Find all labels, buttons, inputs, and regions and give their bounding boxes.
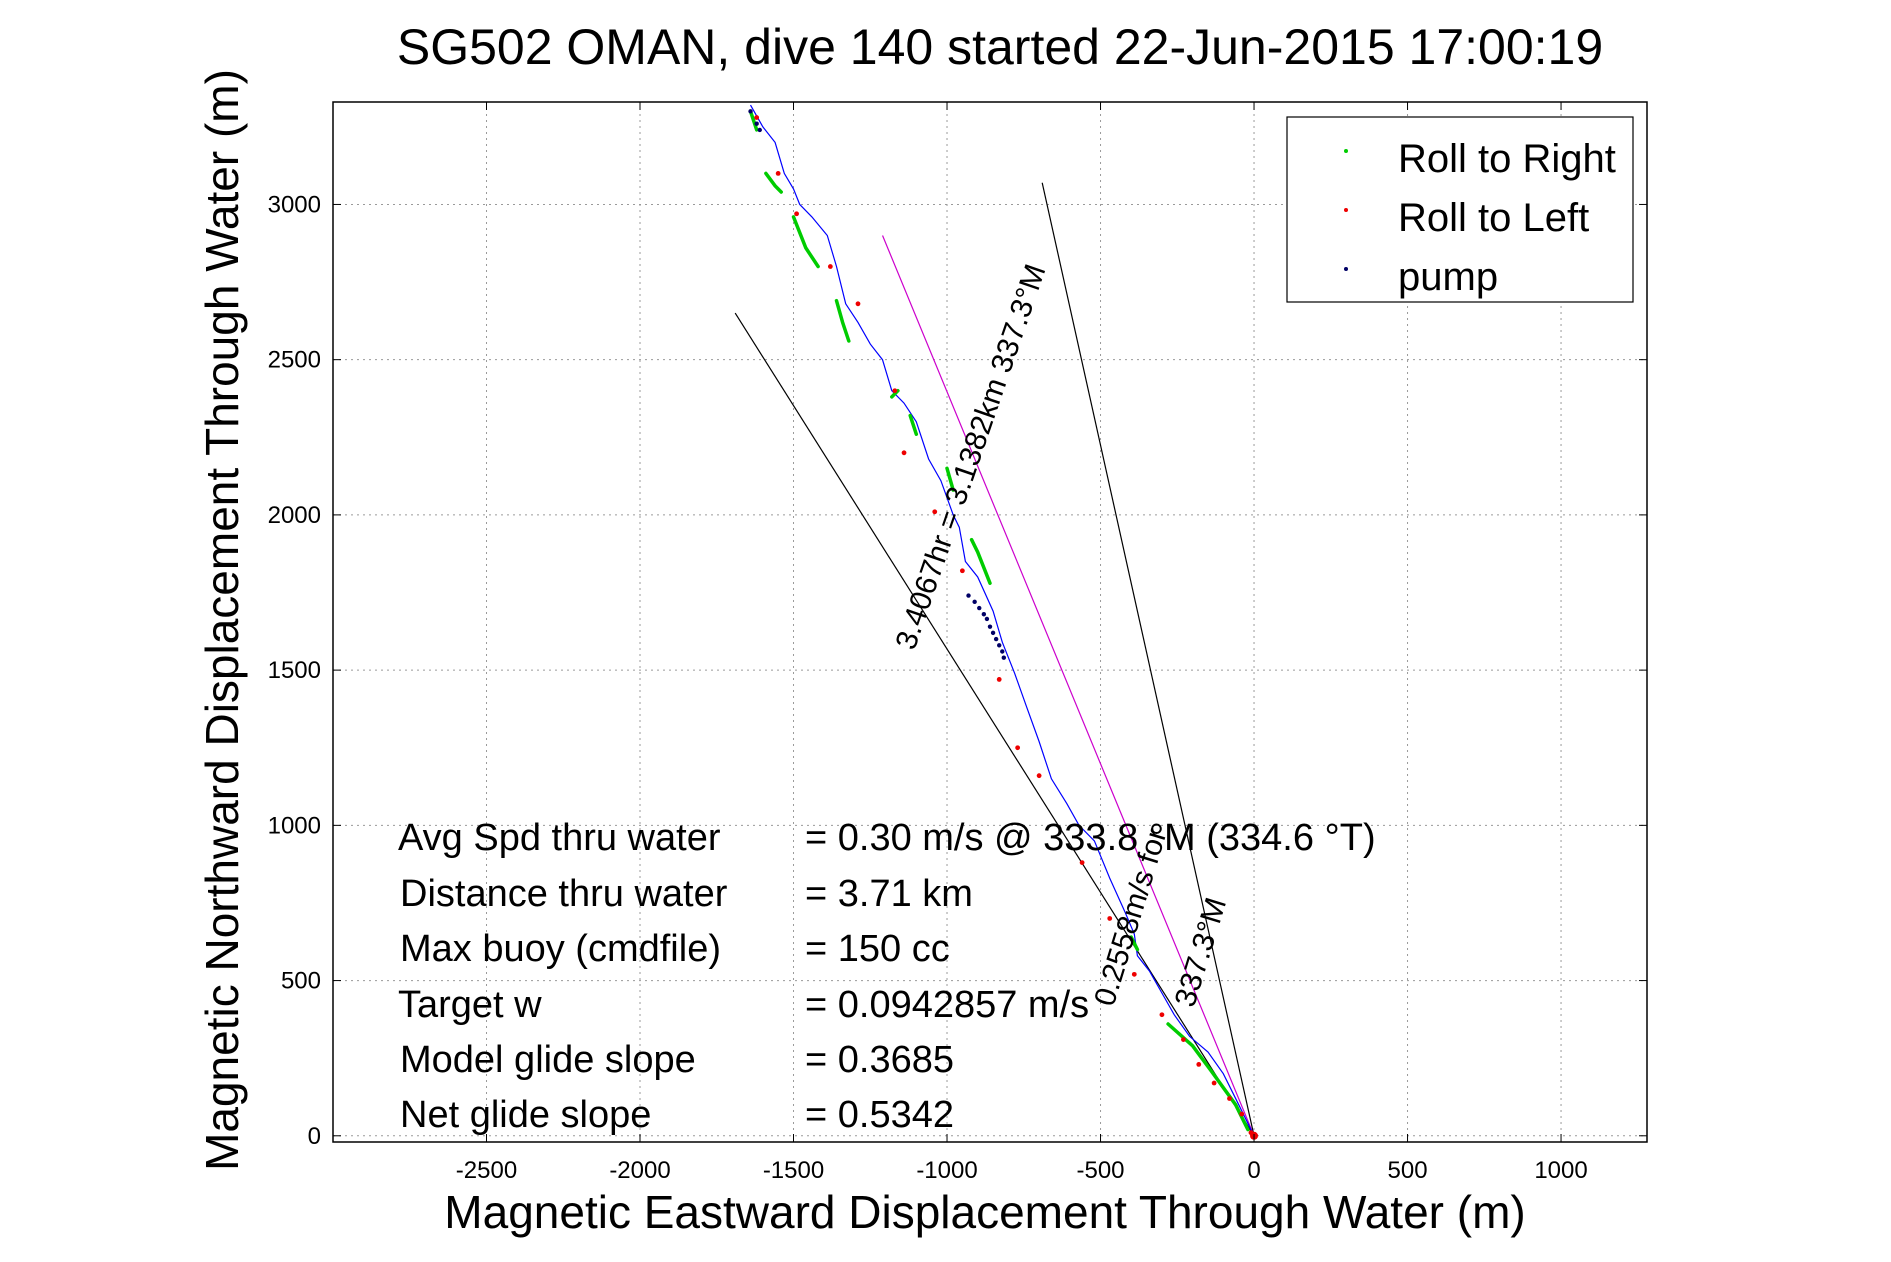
roll-left-point <box>1211 1080 1217 1086</box>
reference-line-left-bound <box>734 312 1255 1137</box>
roll-left-point <box>1196 1061 1202 1067</box>
reference-lines <box>734 182 1255 1137</box>
pump-point <box>1000 649 1005 654</box>
x-tick-label: -1000 <box>916 1157 977 1184</box>
chart-title: SG502 OMAN, dive 140 started 22-Jun-2015… <box>397 19 1603 75</box>
legend-marker-roll-right <box>1344 149 1348 153</box>
pump-point <box>972 599 977 605</box>
roll-right-segment <box>945 466 955 492</box>
legend-marker-roll-left <box>1344 208 1348 212</box>
roll-left-point <box>959 568 965 574</box>
y-tick-label: 1500 <box>268 657 321 684</box>
info-label-target-w: Target w <box>398 984 542 1026</box>
y-tick-label: 1000 <box>268 812 321 839</box>
pump-point <box>757 127 762 133</box>
pump-point <box>981 612 987 617</box>
info-value-distance: = 3.71 km <box>805 873 973 915</box>
x-tick-label: 0 <box>1247 1157 1260 1184</box>
roll-left-point <box>1036 773 1042 779</box>
info-label-net-glide: Net glide slope <box>400 1094 651 1136</box>
y-tick-label: 3000 <box>268 191 321 218</box>
roll-left-point <box>1079 860 1085 865</box>
roll-left-point <box>1015 745 1021 751</box>
roll-left-point <box>1107 916 1113 921</box>
y-tick-label: 2000 <box>268 502 321 529</box>
x-tick-label: -2000 <box>609 1157 670 1184</box>
info-value-target-w: = 0.0942857 m/s <box>805 984 1089 1026</box>
roll-right-segment <box>764 171 783 194</box>
x-tick-label: -1500 <box>763 1157 824 1184</box>
pump-point <box>984 616 990 622</box>
roll-right-segment <box>1129 935 1140 952</box>
roll-left-point <box>901 450 907 456</box>
info-label-avg-speed: Avg Spd thru water <box>398 817 721 859</box>
roll-left-point <box>932 509 938 515</box>
y-tick-label: 2500 <box>268 347 321 374</box>
reference-line-right-bound <box>1041 182 1255 1136</box>
roll-left-point <box>996 677 1002 682</box>
marker-group <box>748 109 1259 1140</box>
legend-label-pump: pump <box>1398 255 1498 299</box>
reference-line-mean-heading <box>881 235 1255 1137</box>
y-ticks: 0 500 1000 1500 2000 2500 3000 <box>268 191 1647 1150</box>
info-label-max-buoy: Max buoy (cmdfile) <box>400 928 721 970</box>
roll-left-point <box>1181 1037 1186 1042</box>
roll-right-segment <box>969 537 992 585</box>
pump-point <box>748 109 753 114</box>
info-label-model-glide: Model glide slope <box>400 1039 696 1081</box>
legend-marker-pump <box>1344 267 1348 271</box>
x-axis-label: Magnetic Eastward Displacement Through W… <box>444 1186 1525 1238</box>
roll-left-point <box>1131 971 1137 977</box>
y-tick-label: 0 <box>308 1123 321 1150</box>
roll-right-segment <box>834 298 851 343</box>
roll-left-point <box>1159 1012 1165 1018</box>
roll-left-point <box>1227 1096 1232 1101</box>
x-tick-label: -2500 <box>456 1157 517 1184</box>
pump-point <box>754 121 759 126</box>
pump-point <box>993 636 999 642</box>
info-value-max-buoy: = 150 cc <box>805 928 950 970</box>
x-ticks: -2500 -2000 -1500 -1000 -500 0 500 1000 <box>456 102 1588 1184</box>
roll-left-point <box>855 301 861 307</box>
axes-box <box>332 101 1648 1143</box>
x-tick-label: 500 <box>1388 1157 1428 1184</box>
pump-point <box>977 605 982 611</box>
info-value-model-glide: = 0.3685 <box>805 1039 954 1081</box>
info-value-net-glide: = 0.5342 <box>805 1094 954 1136</box>
track-line-group <box>749 104 1255 1137</box>
y-tick-label: 500 <box>281 968 321 995</box>
roll-right-segment <box>748 109 759 132</box>
legend: Roll to Right Roll to Left pump <box>1286 116 1634 303</box>
pump-point <box>966 593 971 598</box>
roll-left-point <box>827 264 833 269</box>
roll-right-segment <box>791 215 820 269</box>
roll-left-point <box>754 115 760 120</box>
pump-point <box>990 630 996 636</box>
roll-left-point <box>892 388 898 394</box>
info-panel: Avg Spd thru water = 0.30 m/s @ 333.8 °M… <box>398 817 1376 1136</box>
roll-left-point <box>775 171 781 176</box>
pump-point <box>1001 655 1007 660</box>
x-tick-label: 1000 <box>1534 1157 1587 1184</box>
y-axis-label: Magnetic Northward Displacement Through … <box>196 69 248 1171</box>
roll-left-point <box>1239 1111 1245 1117</box>
pump-point <box>997 643 1002 648</box>
pump-point <box>987 624 993 629</box>
x-tick-label: -500 <box>1076 1157 1124 1184</box>
info-label-distance: Distance thru water <box>400 873 728 915</box>
legend-label-roll-left: Roll to Left <box>1398 196 1589 240</box>
track-line <box>749 104 1255 1137</box>
roll-left-point <box>794 211 799 217</box>
roll-right-segment <box>908 413 919 436</box>
info-value-avg-speed: = 0.30 m/s @ 333.8 °M (334.6 °T) <box>805 817 1376 859</box>
legend-label-roll-right: Roll to Right <box>1398 137 1616 181</box>
